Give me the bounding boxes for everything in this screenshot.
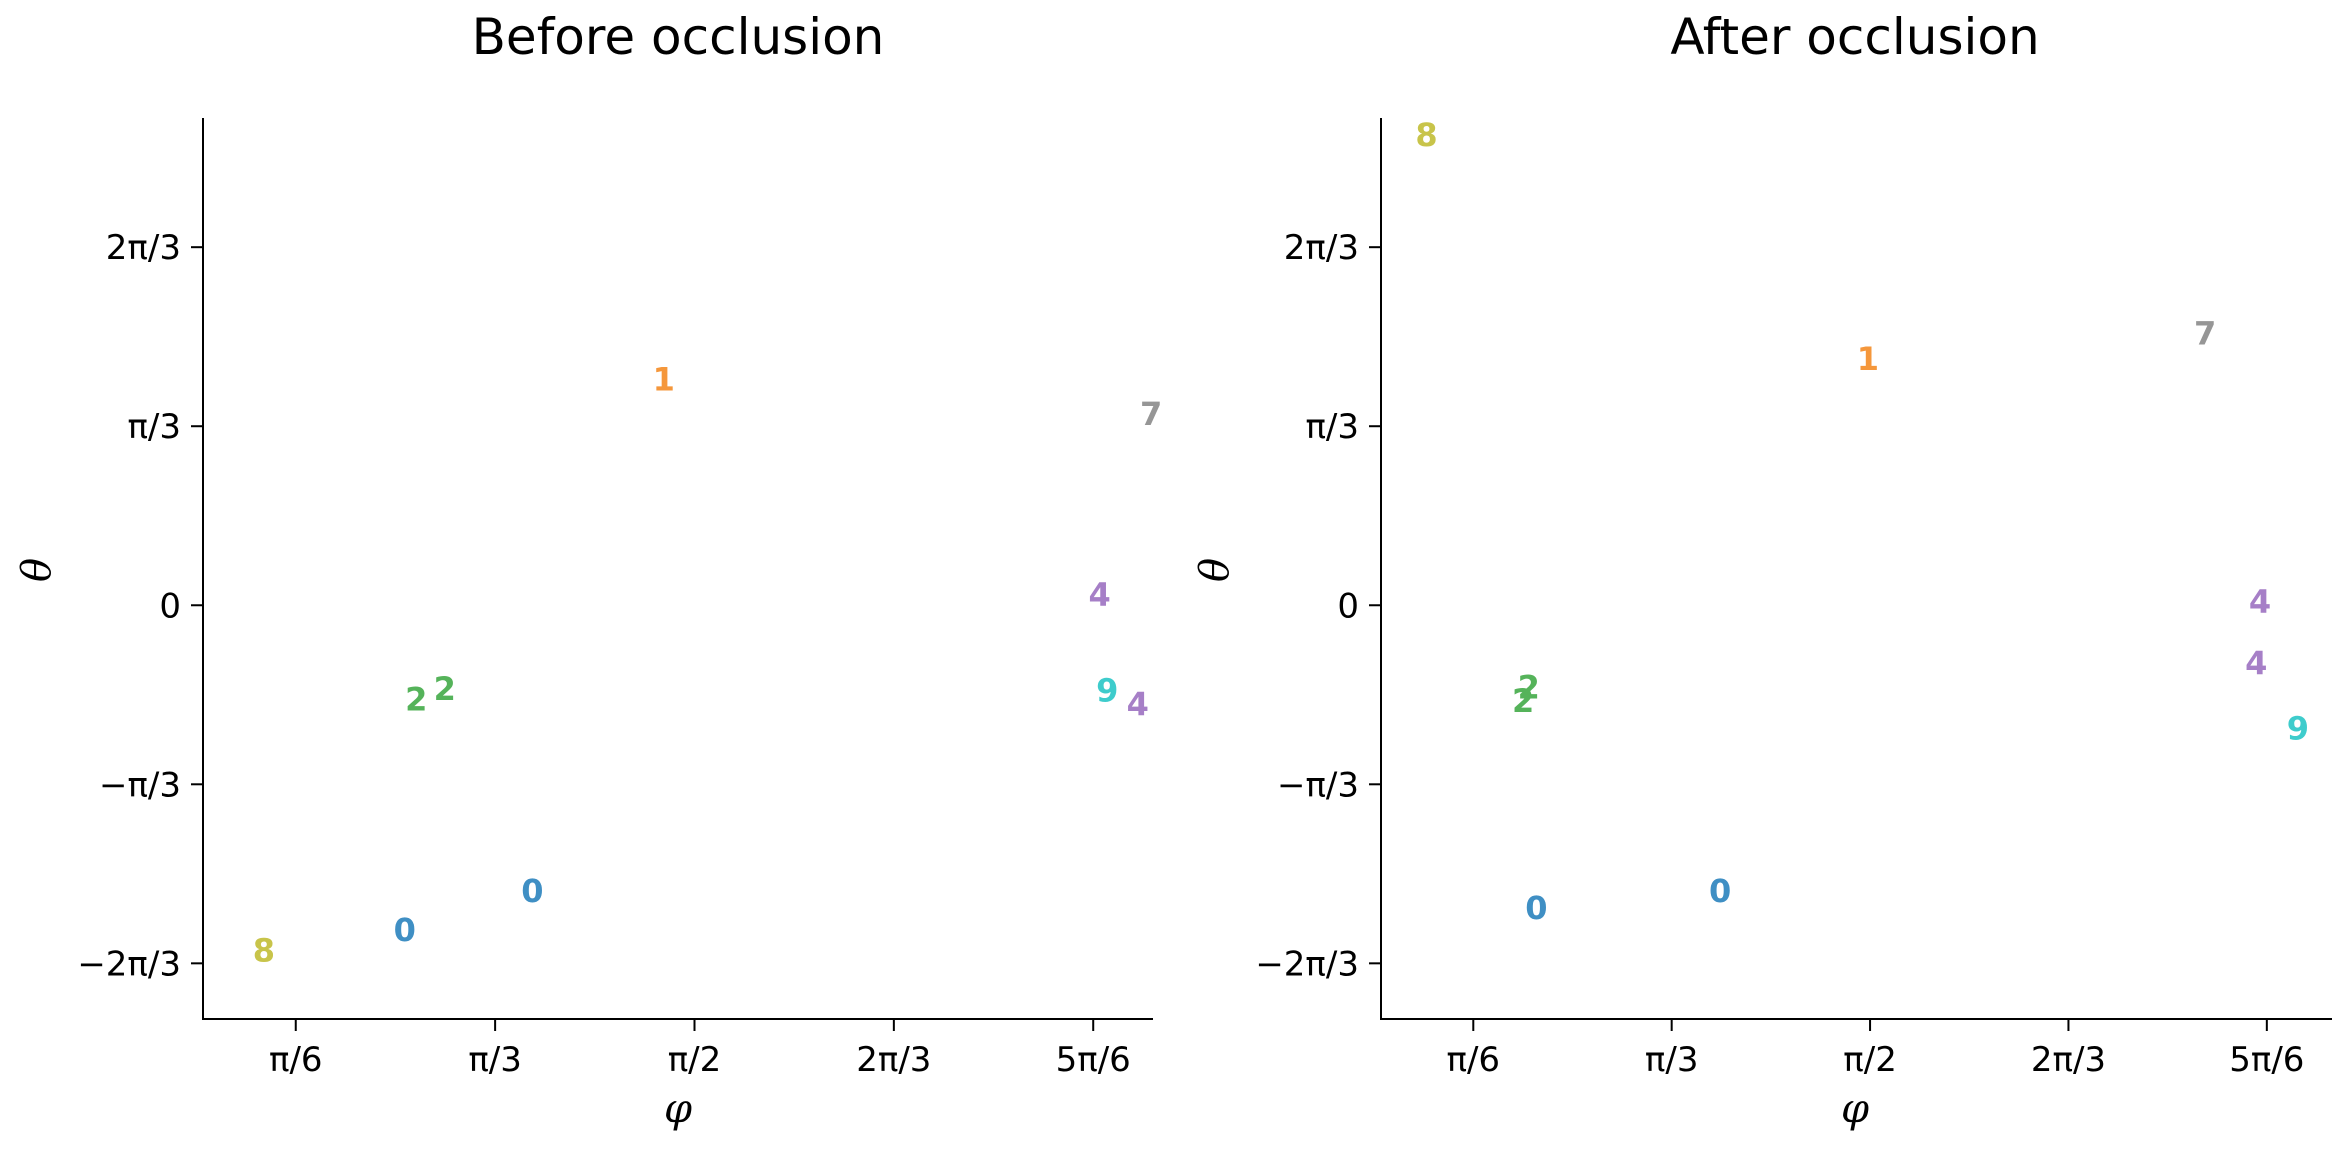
y-tick-label: π/3 [1305,407,1359,447]
data-point-0: 0 [1709,872,1731,910]
data-point-1: 1 [653,361,675,399]
y-tick-label: −2π/3 [77,944,181,984]
x-tick-label: π/2 [1843,1040,1897,1080]
data-point-4: 4 [2249,583,2271,621]
data-points: 8 7 1 4 4 22 9 0 0 [1415,116,2309,927]
data-point-2: 2 [405,680,427,718]
data-point-2: 2 [434,670,456,708]
data-point-0: 0 [521,872,543,910]
x-tick-label: π/6 [269,1040,323,1080]
data-point-1: 1 [1857,340,1879,378]
y-axis-label: θ [14,558,60,582]
data-point-9: 9 [1096,672,1118,710]
y-tick-label: π/3 [127,407,181,447]
x-tick-label: π/2 [668,1040,722,1080]
data-point-8: 8 [1415,116,1437,154]
x-tick-label: π/3 [468,1040,522,1080]
y-axis-label: θ [1192,558,1238,582]
data-point-4: 4 [1089,576,1111,614]
x-ticks: π/6 π/3 π/2 2π/3 5π/6 [269,1019,1131,1080]
data-point-0: 0 [1525,889,1547,927]
x-ticks: π/6 π/3 π/2 2π/3 5π/6 [1447,1019,2304,1080]
y-tick-label: 2π/3 [1284,228,1359,268]
x-axis-label: φ [664,1086,692,1132]
data-point-8: 8 [253,932,275,970]
x-tick-label: 2π/3 [856,1040,931,1080]
chart-title: After occlusion [1670,8,2039,66]
y-ticks: 2π/3 π/3 0 −π/3 −2π/3 [77,228,203,984]
data-point-4: 4 [2245,644,2267,682]
y-tick-label: 0 [159,586,181,626]
x-tick-label: π/6 [1447,1040,1501,1080]
y-tick-label: −2π/3 [1255,944,1359,984]
y-tick-label: −π/3 [99,765,181,805]
y-tick-label: 2π/3 [106,228,181,268]
subplot-after-occlusion: After occlusion π/6 π/3 π/2 2π/3 5π/6 2π/3π/… [1192,8,2332,1132]
data-point-2: 2 [1518,668,1540,706]
data-point-9: 9 [2287,709,2309,747]
x-tick-label: π/3 [1645,1040,1699,1080]
x-tick-label: 5π/6 [1056,1040,1131,1080]
data-point-0: 0 [394,911,416,949]
data-point-4: 4 [1127,685,1149,723]
x-axis-label: φ [1841,1086,1869,1132]
y-ticks: 2π/3 π/3 0 −π/3 −2π/3 [1255,228,1381,984]
y-tick-label: −π/3 [1277,765,1359,805]
data-point-2: 2 [1512,682,1534,720]
subplot-before-occlusion: Before occlusion π/6 π/3 π/2 2π/3 5π/6 2π/3π… [14,8,1162,1132]
data-point-7: 7 [2194,314,2216,352]
chart-title: Before occlusion [472,8,885,66]
x-tick-label: 5π/6 [2229,1040,2304,1080]
data-point-7: 7 [1140,395,1162,433]
x-tick-label: 2π/3 [2031,1040,2106,1080]
y-tick-label: 0 [1337,586,1359,626]
